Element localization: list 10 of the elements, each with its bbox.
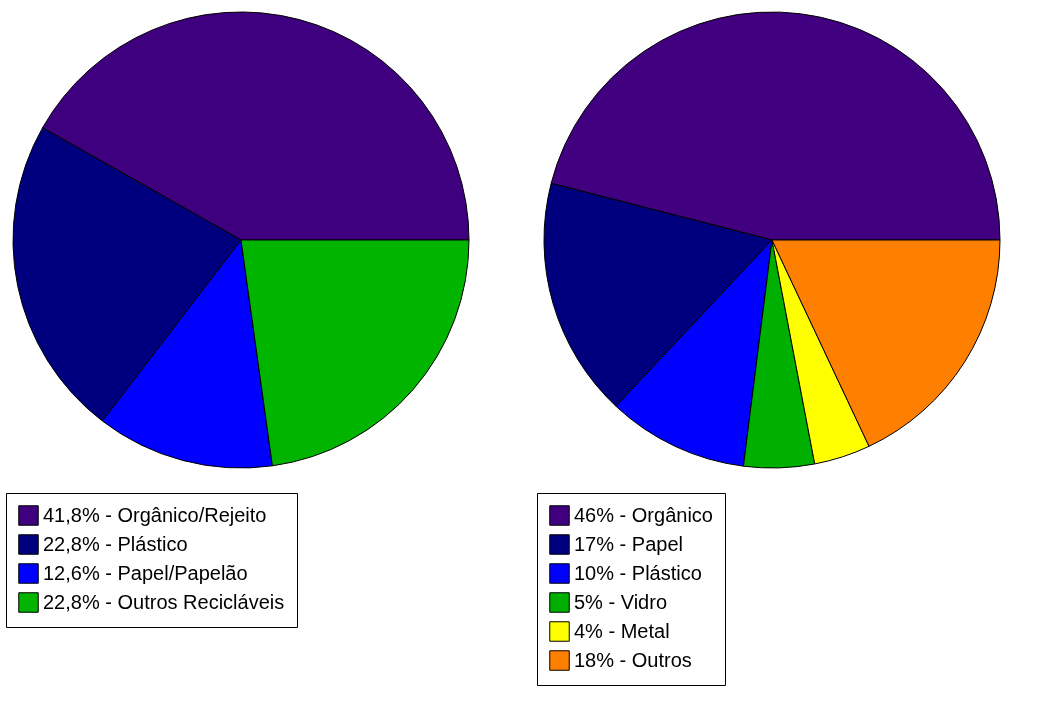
legend-label: 4% - Metal	[574, 619, 670, 642]
legend-label: 22,8% - Plástico	[43, 532, 188, 555]
legend-label: 22,8% - Outros Recicláveis	[43, 590, 285, 613]
legend-label: 10% - Plástico	[574, 561, 702, 584]
legend-label: 18% - Outros	[574, 648, 692, 671]
legend-label: 46% - Orgânico	[574, 503, 713, 526]
legend-label: 12,6% - Papel/Papelão	[43, 561, 248, 584]
legend-label: 41,8% - Orgânico/Rejeito	[43, 503, 267, 526]
legend-label: 5% - Vidro	[574, 590, 668, 613]
legend-label: 17% - Papel	[574, 532, 683, 555]
